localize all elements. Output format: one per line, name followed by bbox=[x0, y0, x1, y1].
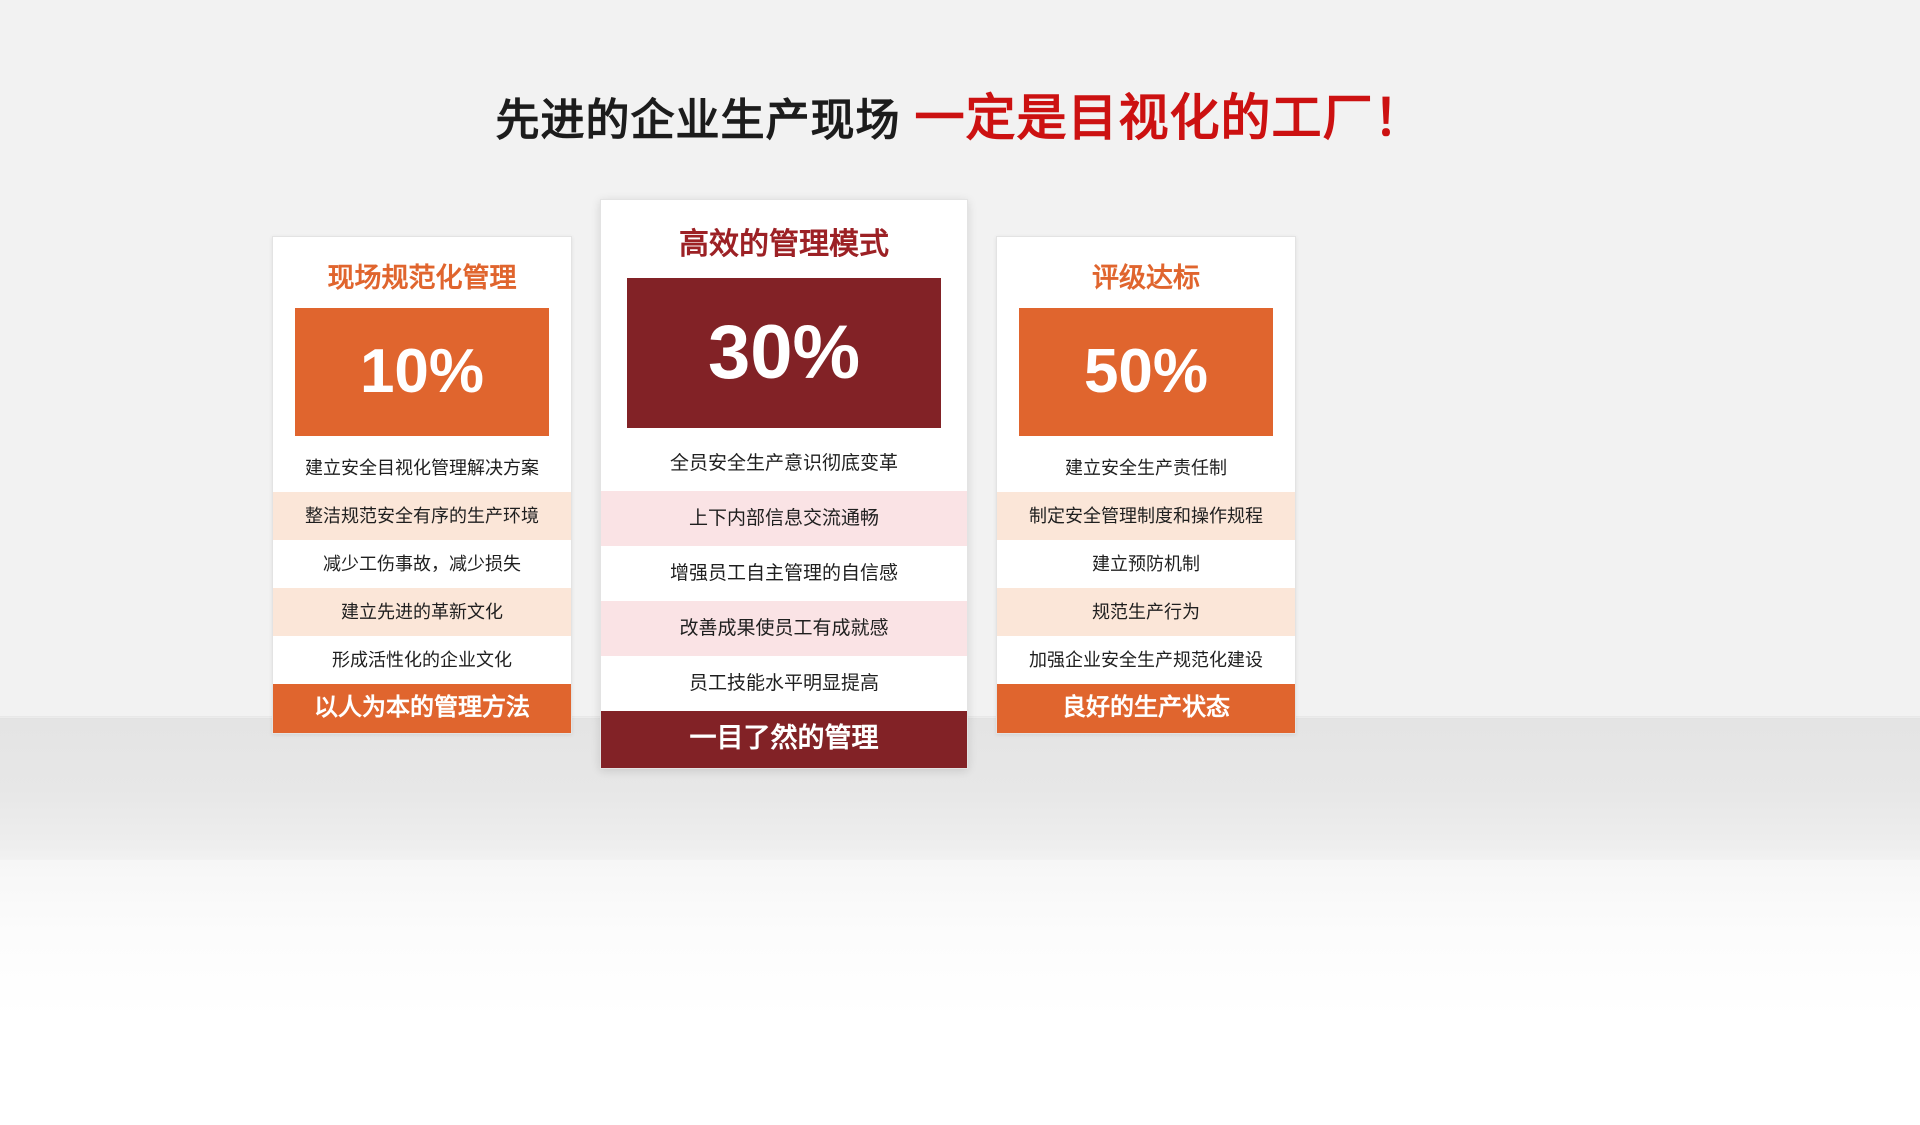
title-text-primary: 先进的企业生产现场 bbox=[495, 96, 901, 145]
card-center-title: 高效的管理模式 bbox=[679, 228, 889, 261]
card-left-list: 建立安全目视化管理解决方案 整洁规范安全有序的生产环境 减少工伤事故，减少损失 … bbox=[273, 436, 571, 684]
card-center-stat: 30% bbox=[627, 278, 941, 428]
list-item: 建立安全目视化管理解决方案 bbox=[305, 458, 539, 478]
slide-title: 先进的企业生产现场 一定是目视化的工厂！ bbox=[0, 78, 1920, 150]
list-item: 建立预防机制 bbox=[1092, 554, 1200, 574]
card-left-stat: 10% bbox=[295, 308, 549, 436]
card-right-list: 建立安全生产责任制 制定安全管理制度和操作规程 建立预防机制 规范生产行为 加强… bbox=[997, 436, 1295, 684]
card-left[interactable]: 现场规范化管理 10% 建立安全目视化管理解决方案 整洁规范安全有序的生产环境 … bbox=[272, 236, 572, 734]
card-left-stat-value: 10% bbox=[359, 337, 485, 406]
list-item: 减少工伤事故，减少损失 bbox=[323, 554, 521, 574]
list-item: 建立先进的革新文化 bbox=[273, 588, 571, 636]
list-item: 改善成果使员工有成就感 bbox=[601, 601, 967, 656]
card-right-title: 评级达标 bbox=[1092, 263, 1200, 293]
card-right-footer: 良好的生产状态 bbox=[997, 684, 1295, 733]
list-item: 员工技能水平明显提高 bbox=[688, 673, 879, 694]
list-item: 建立安全生产责任制 bbox=[1065, 458, 1227, 478]
list-item: 全员安全生产意识彻底变革 bbox=[669, 453, 898, 474]
card-right-stat-value: 50% bbox=[1083, 337, 1209, 406]
list-item: 规范生产行为 bbox=[997, 588, 1295, 636]
card-center[interactable]: 高效的管理模式 30% 全员安全生产意识彻底变革 上下内部信息交流通畅 增强员工… bbox=[600, 199, 968, 769]
card-left-title: 现场规范化管理 bbox=[327, 263, 517, 293]
card-center-footer: 一目了然的管理 bbox=[601, 711, 967, 768]
list-item: 制定安全管理制度和操作规程 bbox=[997, 492, 1295, 540]
card-left-footer: 以人为本的管理方法 bbox=[273, 684, 571, 733]
background-floor-fade bbox=[0, 860, 1920, 1125]
title-text-highlight: 一定是目视化的工厂！ bbox=[914, 90, 1425, 146]
list-item: 上下内部信息交流通畅 bbox=[601, 491, 967, 546]
list-item: 整洁规范安全有序的生产环境 bbox=[273, 492, 571, 540]
card-center-list: 全员安全生产意识彻底变革 上下内部信息交流通畅 增强员工自主管理的自信感 改善成… bbox=[601, 428, 967, 711]
list-item: 形成活性化的企业文化 bbox=[332, 650, 512, 670]
card-right[interactable]: 评级达标 50% 建立安全生产责任制 制定安全管理制度和操作规程 建立预防机制 … bbox=[996, 236, 1296, 734]
list-item: 增强员工自主管理的自信感 bbox=[669, 563, 898, 584]
card-center-stat-value: 30% bbox=[707, 310, 861, 395]
card-right-stat: 50% bbox=[1019, 308, 1273, 436]
list-item: 加强企业安全生产规范化建设 bbox=[1029, 650, 1263, 670]
